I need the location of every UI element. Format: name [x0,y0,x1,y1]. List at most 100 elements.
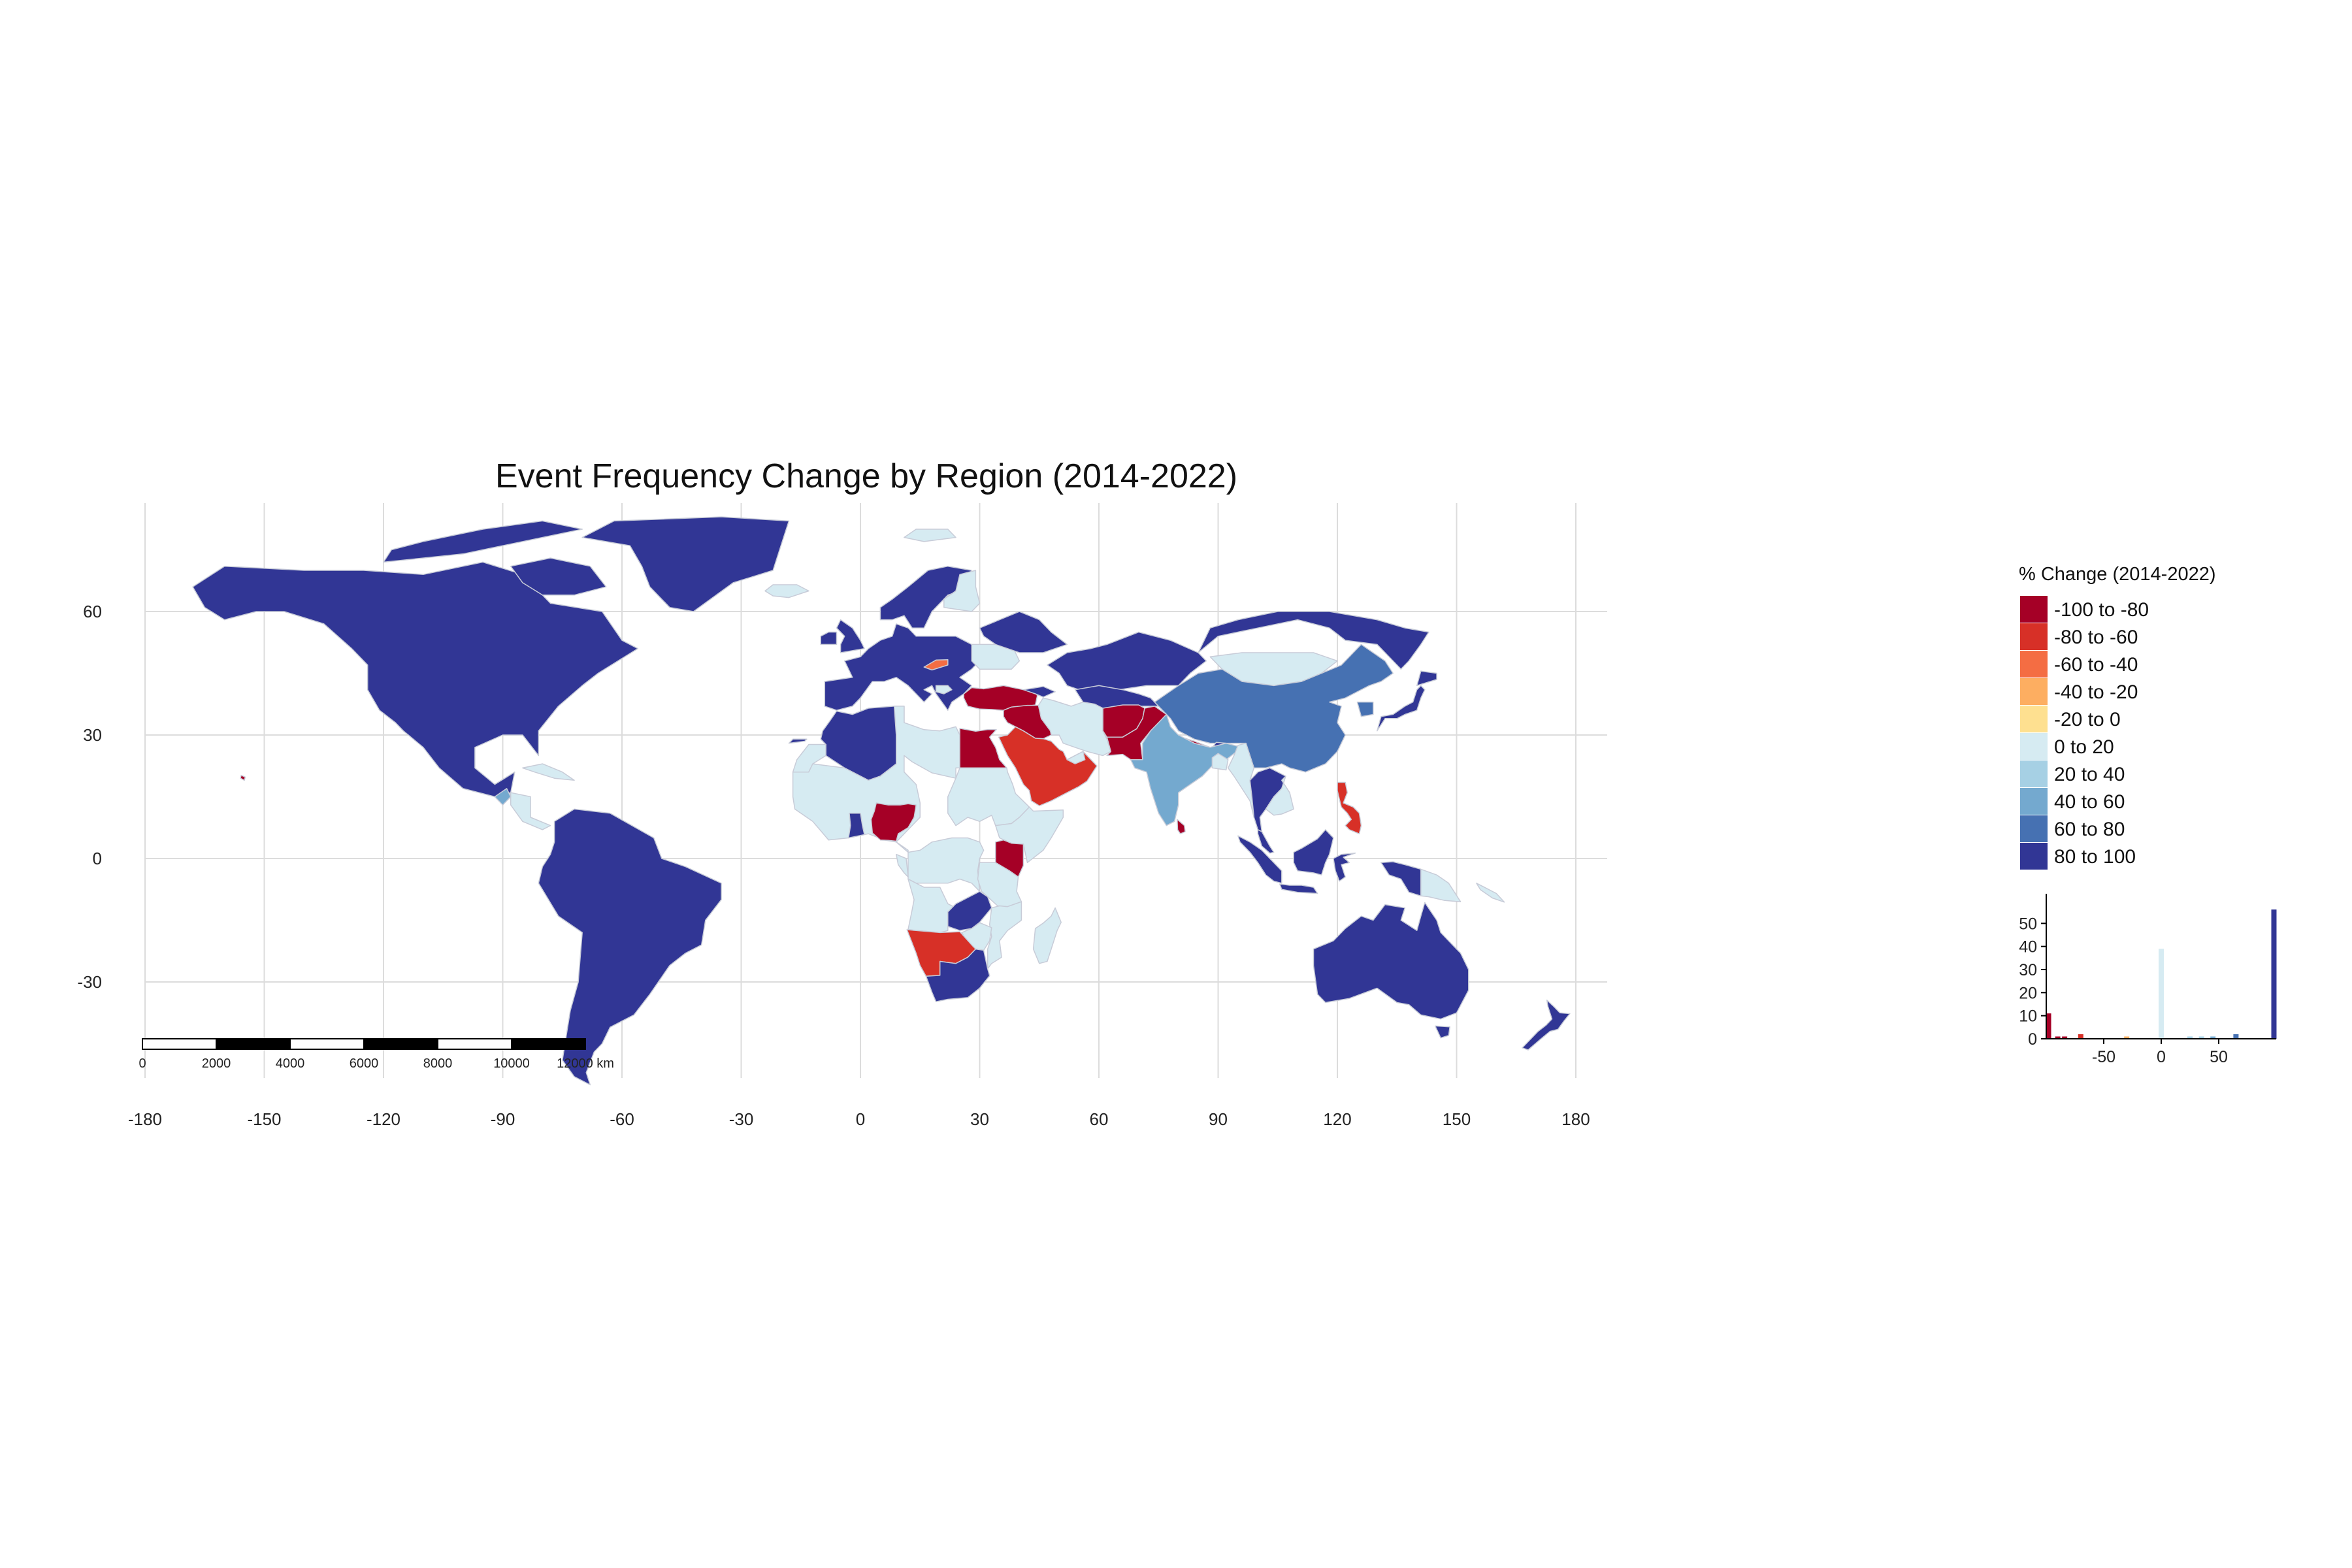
region-balkans [935,685,953,694]
scale-bar-label: 8000 [423,1056,453,1071]
legend-swatch [2020,815,2048,842]
histogram-bar [2062,1036,2068,1039]
histogram-axes: 0 10 20 30 40 50 -50 0 50 [2019,894,2276,1066]
region-greenland [581,516,790,612]
region-tasmania [1434,1025,1450,1039]
x-tick-label: -30 [729,1109,754,1129]
x-tick-label: 150 [1443,1109,1471,1129]
region-russia-east [1198,611,1429,670]
region-madagascar [1032,907,1062,964]
histogram-x-tick-label: 0 [2157,1048,2166,1066]
legend-label: -80 to -60 [2054,627,2138,648]
region-gulf [1066,751,1086,764]
scale-bar-segments [142,1038,586,1050]
scale-bar-label: 0 [139,1056,146,1071]
x-tick-label: -120 [367,1109,400,1129]
histogram-y-tick-label: 0 [2028,1030,2037,1049]
region-caribbean [522,763,575,781]
histogram-x-tick-label: -50 [2092,1048,2115,1066]
legend-label: 40 to 60 [2054,791,2125,813]
legend-label: 80 to 100 [2054,846,2136,868]
region-solomon-islands [1476,883,1505,903]
region-caucasus-south [1022,685,1056,698]
x-tick-label: 120 [1323,1109,1351,1129]
legend-swatch [2020,651,2048,678]
x-tick-label: 60 [1090,1109,1109,1129]
region-iraq-syria [1003,704,1052,740]
legend-swatch [2020,733,2048,760]
histogram-bar [2233,1034,2239,1039]
y-tick-label: 0 [93,849,102,868]
region-nigeria [870,802,917,842]
region-new-zealand [1522,999,1571,1051]
legend-swatch [2020,843,2048,870]
x-tick-label: 180 [1561,1109,1590,1129]
region-ireland [820,631,838,645]
region-russia-west [979,611,1068,653]
scale-bar-label: 4000 [276,1056,305,1071]
scale-bar-segment [142,1038,217,1050]
scale-bar-label: 10000 [493,1056,530,1071]
legend: % Change (2014-2022) -100 to -80 -80 to -… [2019,564,2215,870]
legend-swatch [2020,623,2048,650]
region-sumatra [1237,835,1282,884]
region-kenya [995,839,1024,878]
region-papua-new-guinea [1420,868,1462,902]
region-australia [1313,902,1469,1020]
region-vietnam-cambodia [1265,776,1294,816]
scale-bar-segment [216,1038,291,1050]
region-arabia [998,726,1098,807]
legend-histogram: 0 10 20 30 40 50 -50 0 50 [2019,894,2277,1066]
region-java [1279,883,1318,894]
region-sri-lanka [1177,819,1186,834]
region-sulawesi [1333,853,1356,882]
legend-label: -20 to 0 [2054,709,2121,730]
histogram-bar [2055,1036,2061,1039]
scale-bar-label: 2000 [202,1056,231,1071]
legend-swatch [2020,760,2048,787]
histogram-y-tick-label: 20 [2019,984,2037,1002]
x-tick-label: -180 [128,1109,162,1129]
region-central-america [510,792,551,830]
histogram-bar [2159,949,2164,1039]
legend-swatch [2020,706,2048,732]
region-iceland [764,584,809,598]
histogram-y-tick-label: 40 [2019,938,2037,956]
region-south-america [538,808,722,1086]
histogram-bar [2046,1013,2051,1039]
y-tick-label: 60 [83,602,102,621]
region-hokkaido [1416,670,1437,687]
x-tick-label: -60 [610,1109,634,1129]
scale-bar-segment [437,1038,512,1050]
region-gabon-congo [896,853,909,878]
legend-swatch [2020,678,2048,705]
histogram-bar [2198,1036,2204,1039]
legend-swatch [2020,596,2048,623]
region-ghana [848,812,865,839]
region-uk [836,619,865,653]
region-finland [943,570,981,612]
legend-items: -100 to -80 -80 to -60 -60 to -40 -40 to -2… [2020,596,2149,870]
region-canary-islands [788,738,808,744]
region-mozambique [987,901,1022,970]
scale-bar-label: 12000 km [557,1056,614,1071]
legend-label: -60 to -40 [2054,654,2138,676]
region-caucasus-kazakhstan [1047,631,1207,691]
y-tick-label: -30 [77,972,102,992]
histogram-y-tick-label: 50 [2019,915,2037,933]
legend-label: -40 to -20 [2054,681,2138,703]
region-central-america-east [494,788,512,806]
region-canadian-arctic [383,520,583,563]
region-svalbard [904,529,956,542]
x-tick-label: 30 [970,1109,989,1129]
x-tick-label: 0 [856,1109,865,1129]
histogram-bar [2187,1036,2193,1039]
x-tick-label: -90 [491,1109,515,1129]
country-layer [192,516,1571,1086]
legend-label: 60 to 80 [2054,819,2125,840]
legend-label: -100 to -80 [2054,599,2149,621]
histogram-y-tick-label: 10 [2019,1007,2037,1026]
region-hungary [923,659,949,671]
scale-bar-segment [511,1038,586,1050]
